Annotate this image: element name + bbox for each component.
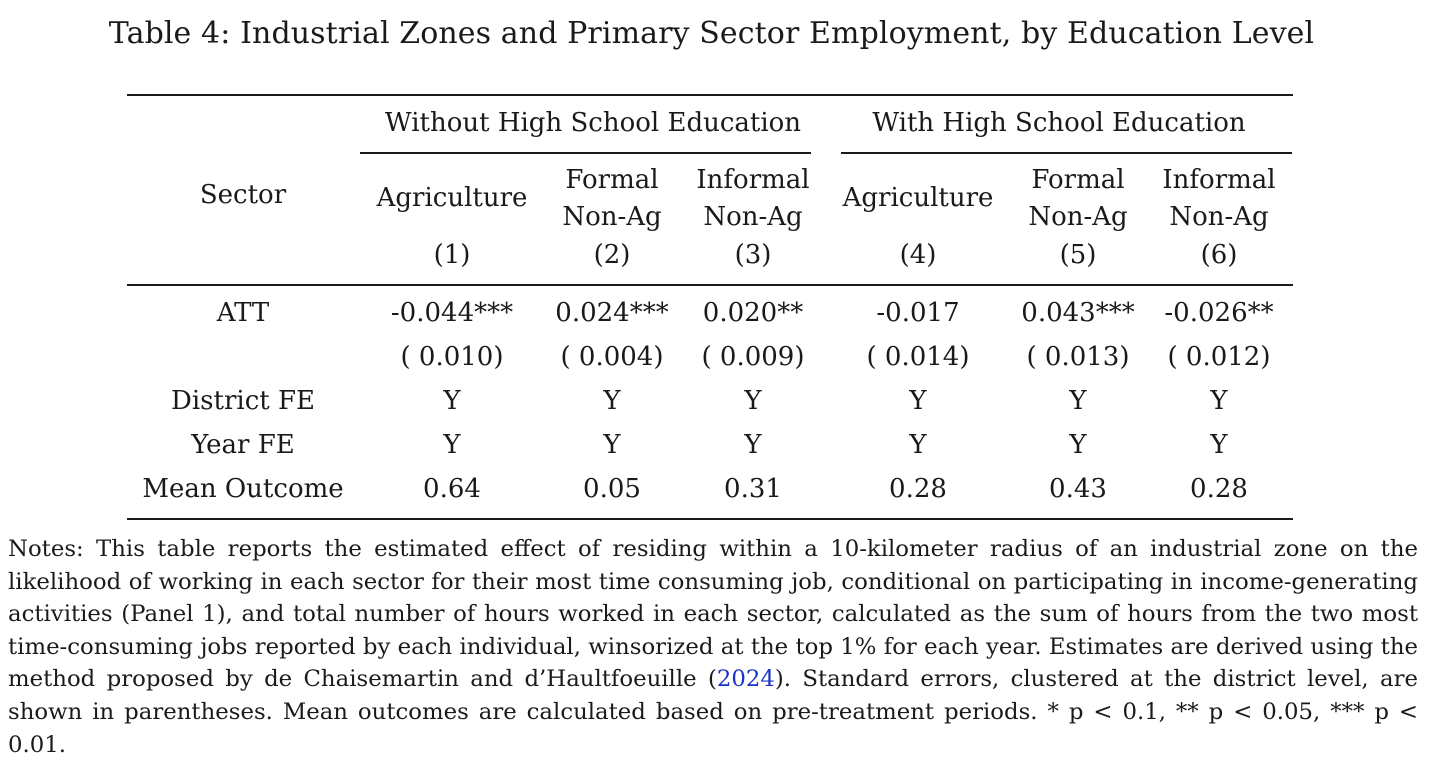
column-header-6: Informal Non-Ag: [1162, 162, 1275, 236]
table-cell: 0.024***: [555, 298, 669, 328]
table-cell: ( 0.009): [701, 342, 805, 372]
table-cell: -0.026**: [1164, 298, 1274, 328]
citation-link[interactable]: 2024: [716, 666, 775, 693]
column-header-1: Agriculture: [377, 180, 528, 217]
table-cell: ( 0.013): [1026, 342, 1130, 372]
table-cell: ( 0.004): [560, 342, 664, 372]
column-header-4: Agriculture: [843, 180, 994, 217]
column-header-line2: Non-Ag: [562, 202, 662, 232]
notes-text: Notes: This table reports the estimated …: [8, 536, 1418, 693]
column-header-3: Informal Non-Ag: [696, 162, 809, 236]
table-notes: Notes: This table reports the estimated …: [8, 533, 1418, 761]
table-cell: Y: [443, 430, 461, 460]
header-rule: [127, 284, 1293, 286]
table-cell: Y: [1069, 386, 1087, 416]
table-cell: ( 0.012): [1167, 342, 1271, 372]
column-header-line2: Non-Ag: [1028, 202, 1128, 232]
column-number-5: (5): [1059, 240, 1097, 270]
table-cell: ( 0.014): [866, 342, 970, 372]
table-cell: 0.020**: [702, 298, 804, 328]
table-caption: Table 4: Industrial Zones and Primary Se…: [108, 16, 1315, 51]
row-label: Year FE: [191, 430, 295, 460]
table-cell: 0.05: [583, 474, 641, 504]
table-cell: Y: [603, 386, 621, 416]
table-cell: -0.044***: [390, 298, 514, 328]
table-cell: 0.64: [423, 474, 481, 504]
table-cell: Y: [744, 430, 762, 460]
row-label: ATT: [216, 298, 270, 328]
table-cell: -0.017: [876, 298, 960, 328]
column-number-2: (2): [593, 240, 631, 270]
group-rule-with-hs: [841, 152, 1292, 154]
table-cell: Y: [603, 430, 621, 460]
table-cell: Y: [744, 386, 762, 416]
table-cell: Y: [909, 430, 927, 460]
column-header-line1: Agriculture: [842, 183, 994, 213]
column-header-line1: Informal: [696, 165, 810, 195]
table-cell: 0.28: [1190, 474, 1248, 504]
column-header-line2: Non-Ag: [1169, 202, 1269, 232]
group-header-without-hs: Without High School Education: [384, 108, 802, 138]
column-header-line1: Formal: [1031, 165, 1125, 195]
column-header-2: Formal Non-Ag: [562, 162, 661, 236]
column-number-1: (1): [433, 240, 471, 270]
top-rule: [127, 94, 1293, 96]
table-cell: ( 0.010): [400, 342, 504, 372]
table-cell: Y: [443, 386, 461, 416]
row-label: District FE: [171, 386, 315, 416]
notes-text-end: ). Standard errors, clustered at the dis…: [8, 666, 1419, 758]
table-cell: 0.31: [724, 474, 782, 504]
table-cell: Y: [1210, 430, 1228, 460]
column-header-line1: Agriculture: [376, 183, 528, 213]
table-cell: 0.43: [1049, 474, 1107, 504]
column-header-line1: Informal: [1162, 165, 1276, 195]
stub-header: Sector: [199, 180, 287, 210]
column-header-line2: Non-Ag: [703, 202, 803, 232]
table-cell: Y: [1210, 386, 1228, 416]
column-number-3: (3): [734, 240, 772, 270]
table-cell: 0.043***: [1021, 298, 1135, 328]
table-cell: 0.28: [889, 474, 947, 504]
bottom-rule: [127, 518, 1293, 520]
group-header-with-hs: With High School Education: [872, 108, 1246, 138]
table-cell: Y: [909, 386, 927, 416]
column-number-4: (4): [899, 240, 937, 270]
table-cell: Y: [1069, 430, 1087, 460]
row-label: Mean Outcome: [142, 474, 344, 504]
column-header-5: Formal Non-Ag: [1028, 162, 1127, 236]
column-header-line1: Formal: [565, 165, 659, 195]
group-rule-without-hs: [360, 152, 811, 154]
column-number-6: (6): [1200, 240, 1238, 270]
